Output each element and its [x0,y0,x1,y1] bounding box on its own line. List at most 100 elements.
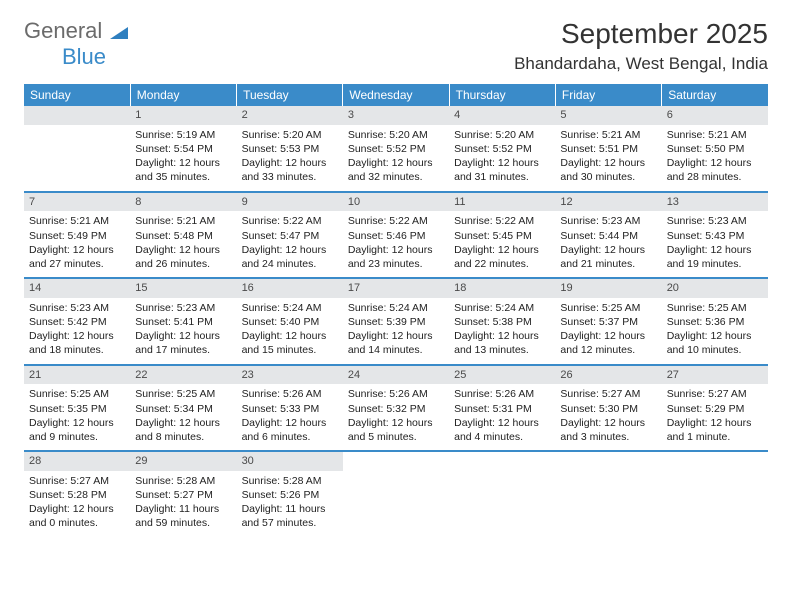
cell-daylight1: Daylight: 12 hours [242,243,338,257]
cell-sunrise: Sunrise: 5:23 AM [29,301,125,315]
cell-daylight2: and 59 minutes. [135,516,231,530]
cell-daylight1: Daylight: 12 hours [454,329,550,343]
calendar-cell: 8Sunrise: 5:21 AMSunset: 5:48 PMDaylight… [130,192,236,279]
cell-daylight2: and 27 minutes. [29,257,125,271]
cell-daylight1: Daylight: 12 hours [348,156,444,170]
cell-sunset: Sunset: 5:34 PM [135,402,231,416]
day-number: 30 [237,452,343,471]
weekday-friday: Friday [555,84,661,106]
day-number: 3 [343,106,449,125]
day-number: 10 [343,193,449,212]
cell-daylight2: and 19 minutes. [667,257,763,271]
calendar-cell [662,451,768,537]
cell-daylight1: Daylight: 12 hours [348,329,444,343]
day-number: 26 [555,366,661,385]
day-number-empty [24,106,130,125]
day-number: 9 [237,193,343,212]
cell-sunrise: Sunrise: 5:21 AM [667,128,763,142]
cell-sunset: Sunset: 5:33 PM [242,402,338,416]
day-number: 7 [24,193,130,212]
cell-daylight1: Daylight: 12 hours [560,243,656,257]
cell-daylight2: and 33 minutes. [242,170,338,184]
calendar-body: 1Sunrise: 5:19 AMSunset: 5:54 PMDaylight… [24,106,768,537]
cell-sunrise: Sunrise: 5:25 AM [667,301,763,315]
cell-daylight2: and 8 minutes. [135,430,231,444]
cell-daylight2: and 6 minutes. [242,430,338,444]
calendar-cell [449,451,555,537]
cell-daylight1: Daylight: 12 hours [29,243,125,257]
cell-sunrise: Sunrise: 5:19 AM [135,128,231,142]
cell-sunrise: Sunrise: 5:23 AM [667,214,763,228]
day-number: 8 [130,193,236,212]
logo-part2: Blue [62,44,106,69]
cell-sunrise: Sunrise: 5:25 AM [135,387,231,401]
cell-sunset: Sunset: 5:32 PM [348,402,444,416]
cell-daylight2: and 0 minutes. [29,516,125,530]
cell-sunrise: Sunrise: 5:24 AM [454,301,550,315]
calendar-row: 28Sunrise: 5:27 AMSunset: 5:28 PMDayligh… [24,451,768,537]
cell-sunset: Sunset: 5:37 PM [560,315,656,329]
calendar-cell: 29Sunrise: 5:28 AMSunset: 5:27 PMDayligh… [130,451,236,537]
calendar-cell: 15Sunrise: 5:23 AMSunset: 5:41 PMDayligh… [130,278,236,365]
cell-sunrise: Sunrise: 5:22 AM [242,214,338,228]
day-number: 1 [130,106,236,125]
calendar-cell: 2Sunrise: 5:20 AMSunset: 5:53 PMDaylight… [237,106,343,192]
day-number: 19 [555,279,661,298]
cell-sunrise: Sunrise: 5:22 AM [348,214,444,228]
cell-sunset: Sunset: 5:38 PM [454,315,550,329]
day-number: 28 [24,452,130,471]
day-number: 11 [449,193,555,212]
weekday-tuesday: Tuesday [237,84,343,106]
logo-part1: General [24,18,102,43]
day-number: 24 [343,366,449,385]
calendar-cell: 16Sunrise: 5:24 AMSunset: 5:40 PMDayligh… [237,278,343,365]
cell-daylight1: Daylight: 12 hours [560,156,656,170]
calendar-cell: 28Sunrise: 5:27 AMSunset: 5:28 PMDayligh… [24,451,130,537]
day-number: 2 [237,106,343,125]
cell-sunrise: Sunrise: 5:27 AM [560,387,656,401]
cell-daylight1: Daylight: 12 hours [667,156,763,170]
calendar-cell: 22Sunrise: 5:25 AMSunset: 5:34 PMDayligh… [130,365,236,452]
calendar-cell: 21Sunrise: 5:25 AMSunset: 5:35 PMDayligh… [24,365,130,452]
calendar-row: 21Sunrise: 5:25 AMSunset: 5:35 PMDayligh… [24,365,768,452]
cell-sunrise: Sunrise: 5:26 AM [348,387,444,401]
day-number: 5 [555,106,661,125]
day-number: 27 [662,366,768,385]
cell-daylight1: Daylight: 12 hours [667,243,763,257]
cell-daylight2: and 4 minutes. [454,430,550,444]
weekday-header-row: Sunday Monday Tuesday Wednesday Thursday… [24,84,768,106]
cell-daylight2: and 12 minutes. [560,343,656,357]
calendar-cell: 20Sunrise: 5:25 AMSunset: 5:36 PMDayligh… [662,278,768,365]
weekday-saturday: Saturday [662,84,768,106]
cell-sunrise: Sunrise: 5:21 AM [135,214,231,228]
day-number: 12 [555,193,661,212]
cell-daylight1: Daylight: 12 hours [29,416,125,430]
weekday-thursday: Thursday [449,84,555,106]
cell-sunset: Sunset: 5:43 PM [667,229,763,243]
cell-daylight2: and 32 minutes. [348,170,444,184]
calendar-cell [24,106,130,192]
cell-sunset: Sunset: 5:39 PM [348,315,444,329]
weekday-monday: Monday [130,84,236,106]
cell-sunrise: Sunrise: 5:23 AM [560,214,656,228]
cell-daylight1: Daylight: 12 hours [348,416,444,430]
calendar-cell: 14Sunrise: 5:23 AMSunset: 5:42 PMDayligh… [24,278,130,365]
cell-sunrise: Sunrise: 5:28 AM [135,474,231,488]
day-number: 18 [449,279,555,298]
cell-sunrise: Sunrise: 5:20 AM [242,128,338,142]
calendar-cell: 13Sunrise: 5:23 AMSunset: 5:43 PMDayligh… [662,192,768,279]
cell-daylight2: and 24 minutes. [242,257,338,271]
cell-daylight2: and 30 minutes. [560,170,656,184]
cell-sunset: Sunset: 5:50 PM [667,142,763,156]
cell-sunrise: Sunrise: 5:25 AM [29,387,125,401]
cell-daylight2: and 35 minutes. [135,170,231,184]
cell-sunset: Sunset: 5:27 PM [135,488,231,502]
cell-daylight2: and 21 minutes. [560,257,656,271]
header: General Blue September 2025 Bhandardaha,… [24,18,768,74]
calendar-cell: 9Sunrise: 5:22 AMSunset: 5:47 PMDaylight… [237,192,343,279]
cell-daylight1: Daylight: 12 hours [135,243,231,257]
logo-triangle-icon [110,25,128,39]
cell-daylight2: and 3 minutes. [560,430,656,444]
cell-daylight1: Daylight: 11 hours [135,502,231,516]
cell-sunset: Sunset: 5:44 PM [560,229,656,243]
